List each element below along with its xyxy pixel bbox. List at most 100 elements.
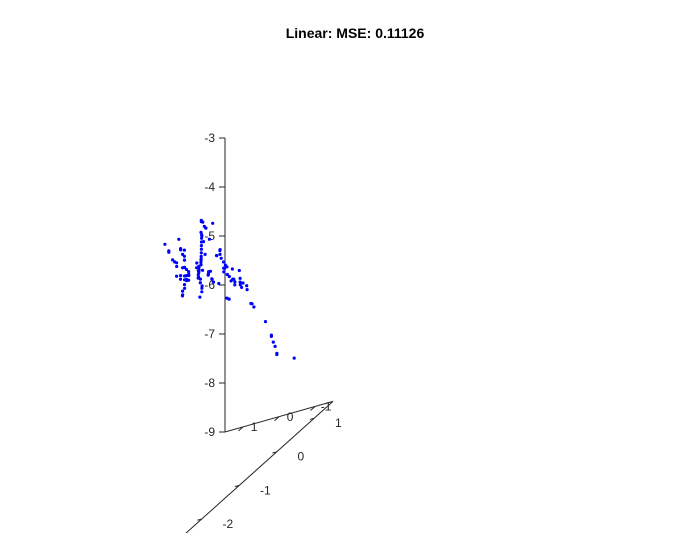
scatter-point <box>208 269 213 273</box>
z-tick-label: -3 <box>204 131 215 145</box>
scatter-point <box>199 230 203 234</box>
scatter-point <box>177 237 181 241</box>
scatter-point <box>230 267 234 271</box>
scatter-point <box>238 283 242 287</box>
right-tick-mark <box>309 417 315 420</box>
axes-layer: -3 -4 -5 -6 -7 -8 -9 1 0 -1 -2 -1 0 1 <box>185 131 342 533</box>
scatter-point <box>199 244 203 248</box>
scatter-point <box>197 266 201 270</box>
scatter-point <box>275 351 279 355</box>
scatter-point <box>200 284 204 288</box>
scatter-point <box>200 286 204 290</box>
scatter-point <box>199 258 203 262</box>
scatter-point <box>201 268 205 272</box>
scatter-point <box>203 252 207 256</box>
scatter-point <box>222 270 226 274</box>
scatter-point <box>273 344 277 348</box>
right-tick-mark <box>272 451 277 454</box>
scatter-point <box>227 274 231 279</box>
scatter-point <box>180 294 185 298</box>
scatter-point <box>182 265 187 269</box>
right-tick-label: -1 <box>260 483 271 497</box>
scatter-point <box>187 278 191 282</box>
scatter-point <box>232 277 236 281</box>
scatter-point <box>178 277 183 281</box>
z-tick-label: -5 <box>204 229 215 243</box>
scatter-point <box>175 264 179 269</box>
z-tick-label: -7 <box>204 327 215 341</box>
scatter-point <box>222 260 226 264</box>
scatter-point <box>199 254 203 258</box>
scatter-point <box>210 277 214 281</box>
scatter-point <box>219 256 223 260</box>
scatter-point <box>198 295 202 299</box>
scatter-point <box>271 340 275 344</box>
scatter-point <box>238 280 242 284</box>
scatter-point <box>167 250 171 254</box>
front-tick-mark <box>310 406 316 411</box>
scatter-point <box>199 263 203 267</box>
z-tick-label: -6 <box>204 278 215 292</box>
scatter-point <box>218 248 222 252</box>
scatter-point <box>179 274 183 278</box>
scatter-point <box>187 273 191 278</box>
scatter-point <box>195 261 199 265</box>
scatter-point <box>182 248 186 252</box>
scatter-point <box>199 220 203 224</box>
right-tick-label: 1 <box>335 416 342 430</box>
scatter-point <box>292 356 296 360</box>
right-tick-mark <box>197 518 202 521</box>
scatter-point <box>237 268 241 273</box>
scatter-point <box>218 252 222 256</box>
scatter-point <box>200 236 204 240</box>
scatter-point <box>171 258 175 262</box>
scatter-point <box>198 277 202 281</box>
right-tick-mark <box>234 484 240 488</box>
scatter-point <box>263 320 268 324</box>
scatter-point <box>175 274 179 278</box>
scatter-point <box>182 283 187 287</box>
scatter-point <box>223 266 227 270</box>
scatter-point <box>225 272 229 277</box>
scatter-point <box>227 297 231 301</box>
scatter-point <box>184 267 188 271</box>
scatter-point <box>245 288 249 292</box>
scatter-point <box>240 285 244 289</box>
scatter-point <box>233 280 237 284</box>
scatter-point <box>198 281 202 285</box>
scatter-point <box>233 283 237 287</box>
scatter-point <box>179 248 183 252</box>
chart-title: Linear: MSE: 0.11126 <box>286 25 425 41</box>
right-tick-label: -2 <box>223 517 234 531</box>
front-tick-mark <box>274 416 280 422</box>
scatter-point <box>241 281 245 285</box>
scatter-point <box>182 258 187 262</box>
scatter-point <box>202 224 206 228</box>
scatter-point <box>245 284 249 288</box>
scatter-point <box>215 254 219 258</box>
scatter-point <box>197 268 201 272</box>
scatter-point <box>181 289 185 293</box>
points-layer <box>163 218 296 360</box>
right-tick-label: 0 <box>298 450 305 464</box>
scatter-point <box>269 333 273 337</box>
scatter-point <box>217 281 221 286</box>
scatter-point <box>250 302 254 306</box>
scatter-point <box>200 234 204 238</box>
scatter-point <box>211 221 215 225</box>
scatter-point <box>238 276 242 280</box>
scatter-point <box>206 272 210 276</box>
front-tick-mark <box>238 426 244 432</box>
scatter-point <box>200 290 204 294</box>
scatter-point <box>201 240 206 244</box>
z-tick-label: -4 <box>204 180 215 194</box>
scatter-point <box>211 280 216 284</box>
z-tick-label: -9 <box>204 425 215 439</box>
front-tick-label: -1 <box>321 400 332 414</box>
scatter-point <box>187 270 191 274</box>
scatter-point <box>207 237 211 241</box>
scatter-point <box>175 261 179 265</box>
z-tick-label: -8 <box>204 376 215 390</box>
